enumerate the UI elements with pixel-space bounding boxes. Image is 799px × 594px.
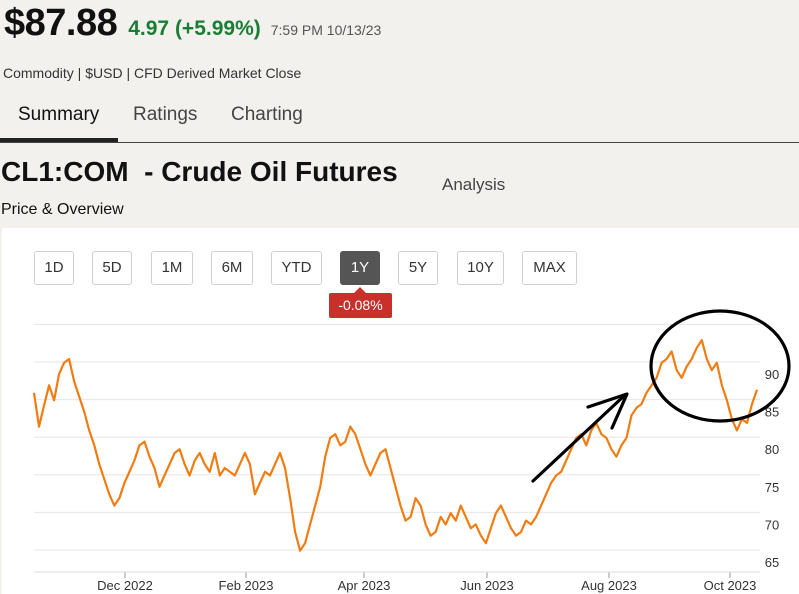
price-change: 4.97 (+5.99%) (128, 17, 261, 40)
badge-pointer (354, 287, 366, 293)
x-tick-label: Feb 2023 (219, 578, 274, 593)
quote-timestamp: 7:59 PM 10/13/23 (270, 22, 382, 38)
section-subtitle: Price & Overview (1, 201, 124, 218)
circle-annotation (649, 309, 791, 423)
y-tick-label: 85 (765, 405, 779, 420)
active-tab-indicator (0, 138, 118, 142)
range-button-1d[interactable]: 1D (34, 251, 74, 285)
quote-header: $87.88 4.97 (+5.99%) 7:59 PM 10/13/23 (4, 2, 381, 48)
x-axis: Dec 2022 Feb 2023 Apr 2023 Jun 2023 Aug 2023… (34, 571, 760, 593)
x-tick-label: Dec 2022 (97, 578, 153, 593)
arrow-annotation-head (586, 392, 629, 430)
tab-bar: Summary Ratings Charting (0, 98, 799, 143)
range-button-ytd[interactable]: YTD (271, 251, 322, 285)
range-button-10y[interactable]: 10Y (457, 251, 504, 285)
range-change-badge: -0.08% (329, 293, 392, 318)
range-button-6m[interactable]: 6M (211, 251, 253, 285)
price-line (32, 339, 759, 552)
chart-grid (34, 323, 760, 551)
x-tick-label: Oct 2023 (704, 578, 757, 593)
quote-meta: Commodity | $USD | CFD Derived Market Cl… (3, 65, 302, 81)
range-button-1y[interactable]: 1Y (340, 251, 380, 285)
range-button-1m[interactable]: 1M (151, 251, 193, 285)
y-tick-label: 75 (765, 480, 779, 495)
x-tick-label: Jun 2023 (460, 578, 514, 593)
tab-charting[interactable]: Charting (231, 104, 303, 125)
x-tick-label: Aug 2023 (581, 578, 637, 593)
analysis-link[interactable]: Analysis (442, 175, 506, 194)
y-tick-label: 70 (765, 517, 779, 532)
arrow-annotation-shaft (531, 393, 627, 483)
tab-ratings[interactable]: Ratings (133, 104, 198, 125)
page-title: CL1:COM - Crude Oil Futures (1, 156, 398, 187)
y-axis: 65 70 75 80 85 90 (765, 367, 779, 570)
range-button-max[interactable]: MAX (522, 251, 577, 285)
y-tick-label: 90 (765, 367, 779, 382)
range-button-5d[interactable]: 5D (92, 251, 132, 285)
tab-summary[interactable]: Summary (18, 104, 100, 125)
last-price: $87.88 (4, 2, 118, 44)
y-tick-label: 80 (765, 442, 779, 457)
range-button-5y[interactable]: 5Y (398, 251, 438, 285)
chart-card (2, 228, 799, 594)
x-tick-label: Apr 2023 (338, 578, 391, 593)
y-tick-label: 65 (765, 555, 779, 570)
